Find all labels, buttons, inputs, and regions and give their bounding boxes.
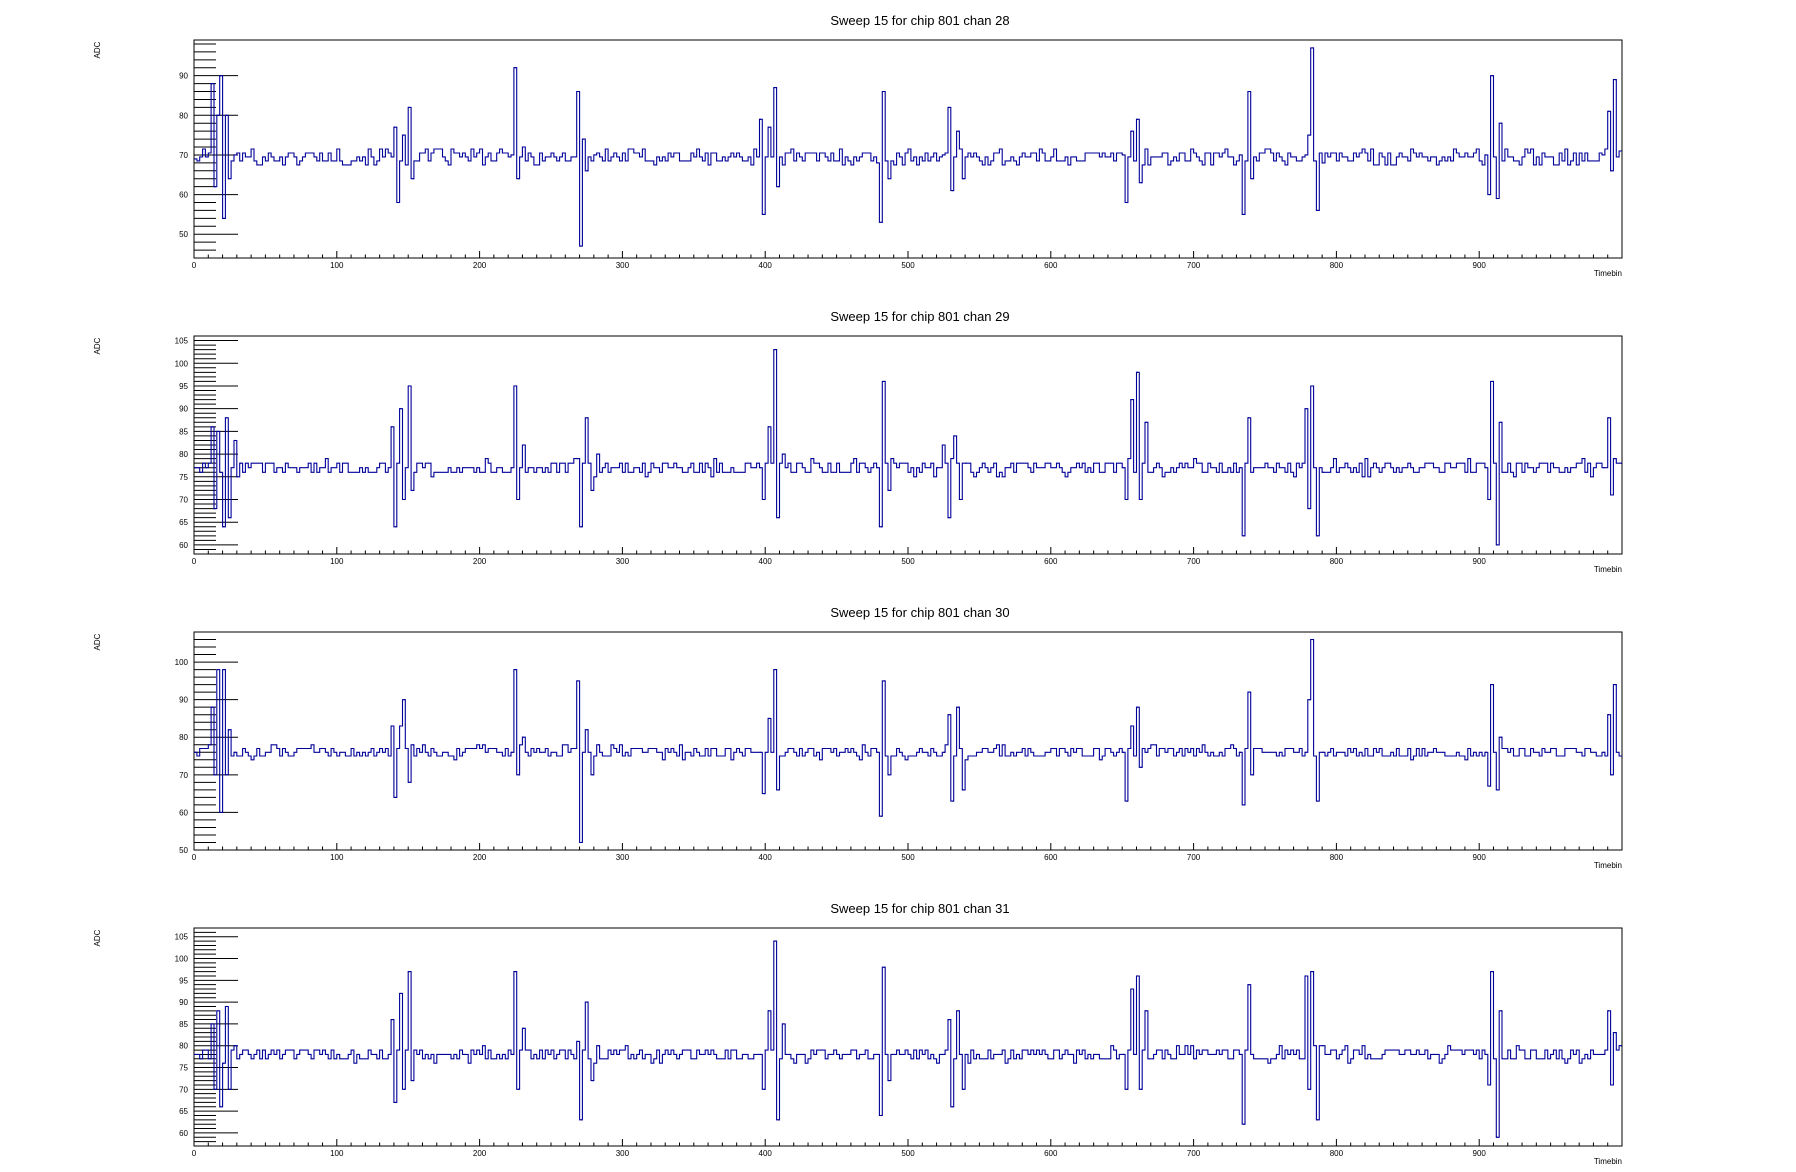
- x-tick-label: 800: [1330, 1149, 1344, 1158]
- x-tick-label: 900: [1473, 1149, 1487, 1158]
- x-tick-label: 900: [1473, 557, 1487, 566]
- y-tick-label: 75: [179, 1064, 188, 1073]
- x-tick-label: 300: [616, 261, 630, 270]
- x-tick-label: 300: [616, 853, 630, 862]
- x-tick-label: 100: [330, 261, 344, 270]
- x-tick-label: 700: [1187, 1149, 1201, 1158]
- x-tick-label: 800: [1330, 853, 1344, 862]
- y-axis-label: ADC: [93, 41, 102, 58]
- y-tick-label: 100: [175, 658, 189, 667]
- y-tick-label: 100: [175, 955, 189, 964]
- x-tick-label: 800: [1330, 261, 1344, 270]
- y-tick-label: 95: [179, 382, 188, 391]
- x-tick-label: 400: [759, 853, 773, 862]
- y-tick-label: 95: [179, 976, 188, 985]
- x-tick-label: 600: [1044, 853, 1058, 862]
- series-line: [194, 940, 1622, 1138]
- x-tick-label: 100: [330, 557, 344, 566]
- chart-title: Sweep 15 for chip 801 chan 28: [830, 13, 1009, 28]
- y-axis-label: ADC: [93, 929, 102, 946]
- x-tick-label: 800: [1330, 557, 1344, 566]
- y-tick-label: 90: [179, 72, 188, 81]
- x-axis-label: Timebin: [1594, 269, 1622, 278]
- x-tick-label: 300: [616, 557, 630, 566]
- series-line: [194, 349, 1622, 546]
- y-tick-label: 70: [179, 496, 188, 505]
- x-tick-label: 0: [192, 1149, 197, 1158]
- y-tick-label: 60: [179, 808, 188, 817]
- chart-panel-0: Sweep 15 for chip 801 chan 28 0 100 200 300 4…: [93, 13, 1623, 278]
- y-tick-label: 90: [179, 405, 188, 414]
- x-tick-label: 100: [330, 1149, 344, 1158]
- x-tick-label: 200: [473, 557, 487, 566]
- y-tick-label: 105: [175, 933, 189, 942]
- chart-panel-3: Sweep 15 for chip 801 chan 31 0 100 200 300 4…: [93, 901, 1623, 1166]
- x-tick-label: 900: [1473, 261, 1487, 270]
- x-tick-label: 900: [1473, 853, 1487, 862]
- y-tick-label: 85: [179, 427, 188, 436]
- y-tick-label: 85: [179, 1020, 188, 1029]
- x-tick-label: 600: [1044, 1149, 1058, 1158]
- x-tick-label: 600: [1044, 261, 1058, 270]
- series-line: [194, 47, 1622, 247]
- x-tick-label: 400: [759, 261, 773, 270]
- x-tick-label: 700: [1187, 853, 1201, 862]
- x-tick-label: 400: [759, 1149, 773, 1158]
- x-tick-label: 0: [192, 261, 197, 270]
- chart-title: Sweep 15 for chip 801 chan 29: [830, 309, 1009, 324]
- x-tick-label: 700: [1187, 261, 1201, 270]
- x-tick-label: 500: [901, 853, 915, 862]
- y-tick-label: 70: [179, 1085, 188, 1094]
- y-tick-label: 80: [179, 1042, 188, 1051]
- x-axis-label: Timebin: [1594, 565, 1622, 574]
- y-tick-label: 80: [179, 111, 188, 120]
- x-tick-label: 700: [1187, 557, 1201, 566]
- y-axis-label: ADC: [93, 337, 102, 354]
- y-tick-label: 70: [179, 151, 188, 160]
- y-tick-label: 65: [179, 518, 188, 527]
- chart-panel-2: Sweep 15 for chip 801 chan 30 0 100 200 300 4…: [93, 605, 1623, 870]
- x-axis-label: Timebin: [1594, 861, 1622, 870]
- y-tick-label: 80: [179, 733, 188, 742]
- y-tick-label: 100: [175, 359, 189, 368]
- plot-frame: [193, 631, 1623, 851]
- chart-panel-1: Sweep 15 for chip 801 chan 29 0 100 200 300 4…: [93, 309, 1623, 574]
- y-tick-label: 60: [179, 191, 188, 200]
- x-tick-label: 500: [901, 557, 915, 566]
- x-tick-label: 600: [1044, 557, 1058, 566]
- x-tick-label: 200: [473, 853, 487, 862]
- x-tick-label: 100: [330, 853, 344, 862]
- y-tick-label: 105: [175, 337, 189, 346]
- y-tick-label: 50: [179, 230, 188, 239]
- y-axis-label: ADC: [93, 633, 102, 650]
- x-tick-label: 200: [473, 1149, 487, 1158]
- x-tick-label: 500: [901, 261, 915, 270]
- x-tick-label: 300: [616, 1149, 630, 1158]
- y-tick-label: 70: [179, 771, 188, 780]
- chart-title: Sweep 15 for chip 801 chan 30: [830, 605, 1009, 620]
- y-tick-label: 50: [179, 846, 188, 855]
- chart-title: Sweep 15 for chip 801 chan 31: [830, 901, 1009, 916]
- x-tick-label: 500: [901, 1149, 915, 1158]
- x-axis-label: Timebin: [1594, 1157, 1622, 1166]
- x-tick-label: 200: [473, 261, 487, 270]
- x-tick-label: 400: [759, 557, 773, 566]
- x-tick-label: 0: [192, 557, 197, 566]
- y-tick-label: 65: [179, 1107, 188, 1116]
- x-tick-label: 0: [192, 853, 197, 862]
- y-tick-label: 80: [179, 450, 188, 459]
- y-tick-label: 75: [179, 473, 188, 482]
- series-line: [194, 638, 1622, 844]
- y-tick-label: 90: [179, 998, 188, 1007]
- y-tick-label: 60: [179, 1129, 188, 1138]
- y-tick-label: 90: [179, 696, 188, 705]
- y-tick-label: 60: [179, 541, 188, 550]
